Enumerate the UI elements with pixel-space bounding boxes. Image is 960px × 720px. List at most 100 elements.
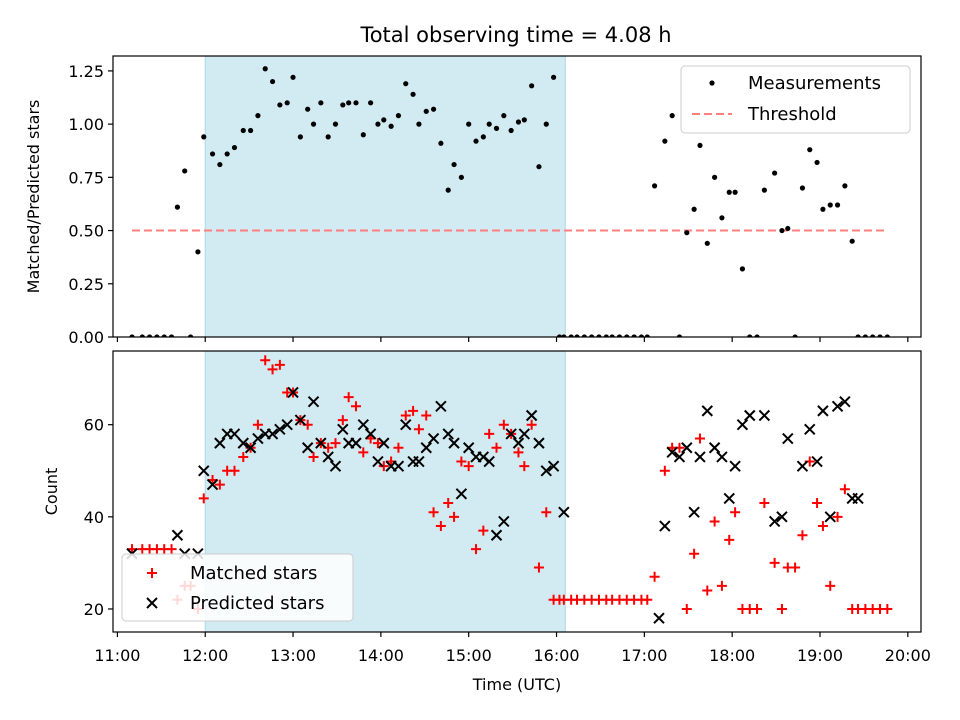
axes-frame: [112, 350, 922, 633]
measurement-point: [262, 66, 268, 72]
predicted-star-point: [294, 414, 307, 426]
predicted-star-point: [266, 428, 279, 440]
measurement-point: [231, 144, 238, 151]
y-tick-label: 40: [84, 508, 104, 527]
predicted-star-point: [427, 432, 440, 445]
measurement-point: [297, 134, 303, 140]
matched-star-point: [400, 410, 411, 421]
measurement-point: [325, 134, 331, 140]
chart-title: Total observing time = 4.08 h: [359, 23, 671, 47]
measurement-point: [182, 168, 188, 174]
predicted-star-point: [435, 400, 447, 412]
legend-matched-marker: [147, 568, 157, 578]
measurement-point: [416, 121, 422, 127]
predicted-star-point: [357, 418, 370, 431]
y-axis-label: Count: [42, 468, 61, 516]
matched-star-point: [716, 580, 727, 591]
predicted-star-point: [244, 442, 257, 454]
matched-star-point: [393, 442, 404, 453]
matched-star-point: [752, 603, 763, 614]
measurement-point: [209, 151, 216, 157]
measurement-point: [493, 125, 500, 131]
measurement-point: [466, 121, 472, 127]
matched-star-point: [198, 493, 209, 504]
predicted-star-point: [307, 395, 320, 408]
matched-star-point: [498, 419, 509, 430]
measurement-point: [719, 215, 725, 221]
measurement-point: [529, 83, 535, 89]
predicted-star-point: [744, 409, 756, 422]
predicted-star-point: [378, 437, 390, 449]
measurement-point: [375, 121, 381, 127]
matched-star-point: [413, 424, 424, 435]
legend: Matched stars Predicted stars: [121, 553, 354, 622]
matched-star-point: [882, 603, 893, 614]
predicted-star-point: [512, 437, 525, 449]
matched-star-point: [428, 507, 439, 518]
predicted-star-point: [547, 460, 560, 472]
measurement-point: [669, 113, 675, 119]
measurement-point: [395, 113, 402, 119]
measurement-point: [820, 206, 826, 212]
predicted-star-point: [214, 437, 226, 449]
x-axis-label: Time (UTC): [472, 675, 561, 694]
measurement-point: [146, 334, 153, 337]
predicted-star-point: [729, 460, 741, 472]
measurement-point: [726, 189, 732, 195]
matched-star-point: [372, 438, 383, 449]
predicted-star-point: [206, 478, 219, 491]
predicted-star-point: [673, 451, 686, 463]
matched-star-point: [797, 530, 808, 541]
matched-star-point: [825, 580, 836, 591]
measurement-point: [515, 119, 522, 125]
predicted-star-point: [804, 423, 816, 436]
matched-star-point: [526, 419, 537, 430]
measurement-point: [247, 127, 254, 134]
measurement-point: [772, 170, 778, 176]
predicted-star-point: [736, 418, 749, 431]
measurement-point: [501, 113, 507, 119]
x-tick-label: 12:00: [182, 646, 228, 665]
measurement-point: [842, 183, 848, 189]
predicted-star-point: [666, 446, 678, 459]
measurement-point: [651, 183, 658, 189]
predicted-star-point: [329, 460, 342, 472]
measurement-point: [574, 334, 580, 337]
predicted-star-point: [540, 465, 552, 477]
y-axis-label: Matched/Predicted stars: [24, 100, 43, 294]
predicted-star-point: [758, 409, 771, 422]
predicted-star-point: [228, 428, 241, 440]
legend-measurement-marker: [709, 80, 715, 86]
matched-star-point: [642, 594, 653, 605]
predicted-star-point: [723, 492, 735, 505]
matched-star-point: [421, 410, 432, 421]
matched-star-point: [812, 498, 823, 509]
x-tick-label: 14:00: [358, 646, 404, 665]
predicted-star-point: [525, 409, 538, 422]
measurement-point: [561, 334, 567, 337]
predicted-star-point: [448, 437, 460, 449]
legend-box: [121, 553, 354, 622]
y-tick-label: 1.00: [68, 115, 104, 134]
measurement-point: [174, 204, 181, 210]
x-tick-label: 19:00: [797, 646, 843, 665]
measurement-point: [785, 225, 791, 232]
measurement-point: [589, 334, 595, 337]
measurement-point: [521, 117, 527, 123]
measurement-point: [305, 106, 311, 112]
measurement-point: [284, 100, 290, 106]
measurement-point: [318, 100, 324, 106]
predicted-star-point: [337, 423, 349, 436]
predicted-star-point: [413, 455, 425, 468]
matched-star-point: [689, 548, 700, 559]
measurement-point: [224, 151, 230, 157]
measurement-point: [346, 100, 352, 106]
predicted-star-point: [694, 451, 706, 463]
matched-star-point: [759, 498, 770, 509]
predicted-star-point: [716, 451, 728, 463]
measurement-point: [154, 334, 160, 337]
y-tick-label: 0.25: [68, 275, 104, 294]
measurement-point: [662, 138, 668, 144]
matched-star-point: [471, 544, 482, 555]
